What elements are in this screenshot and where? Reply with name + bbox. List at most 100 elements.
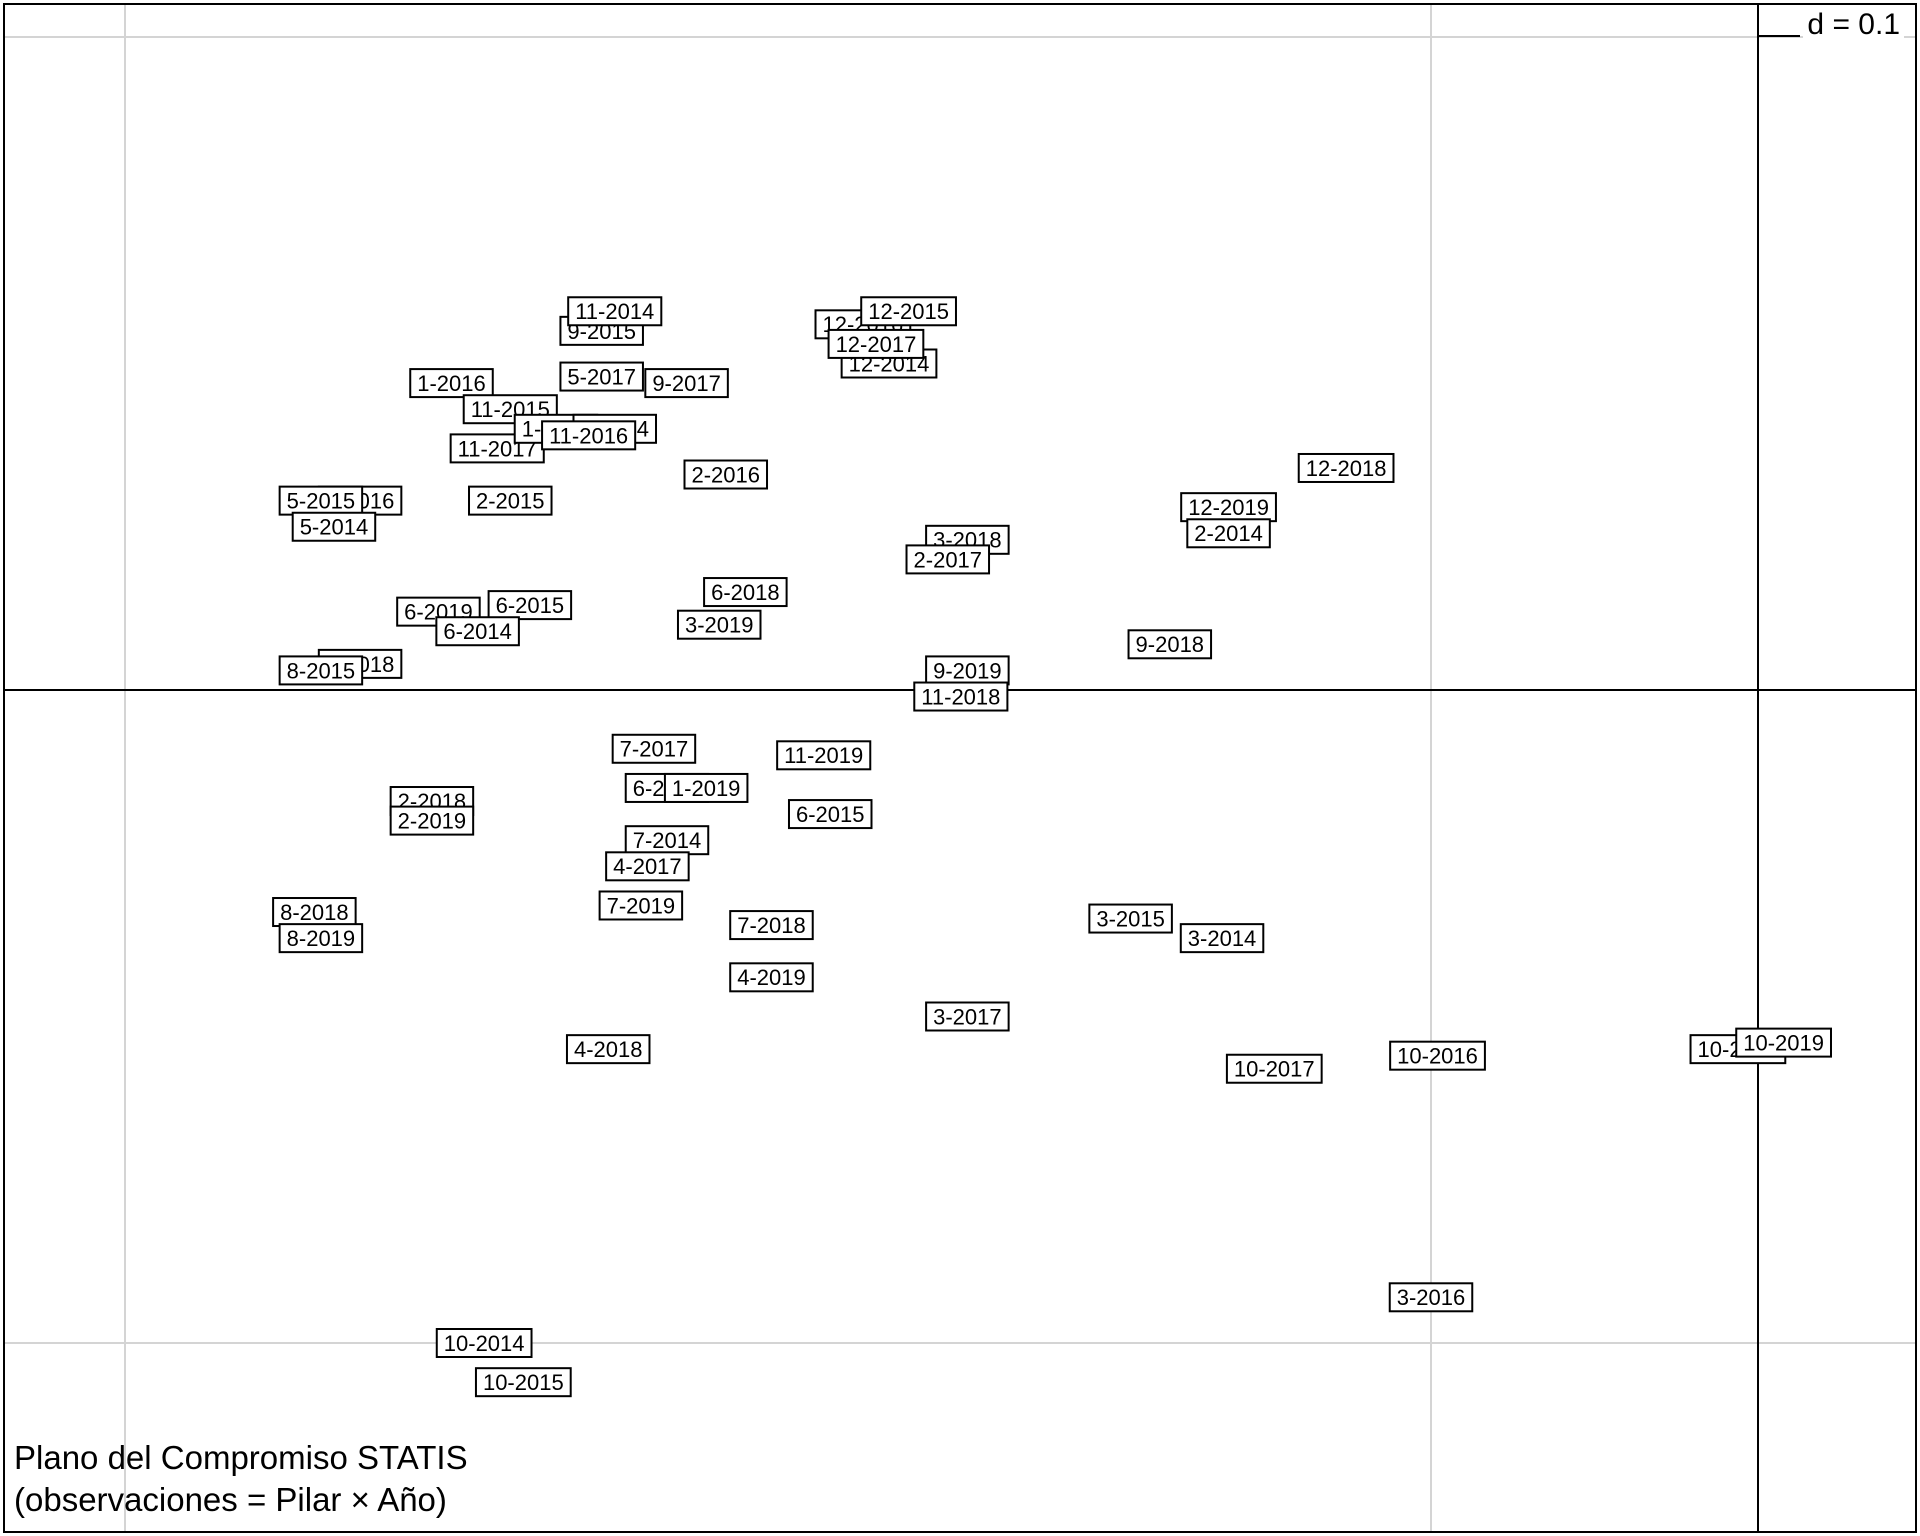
point-label-text: 6-2018	[711, 580, 780, 605]
observation-label: 12-2019	[1180, 492, 1277, 523]
observation-label: 11-2014	[567, 296, 663, 327]
point-label-text: 8-2018	[280, 900, 349, 925]
point-label-text: 3-2016	[1397, 1285, 1466, 1310]
observation-label: 10-2014	[435, 1328, 533, 1358]
point-label-text: 1-2019	[672, 776, 741, 801]
point-label-text: 12-2017	[836, 332, 917, 357]
observation-label: 11-2016	[541, 420, 637, 451]
label-box	[611, 733, 697, 764]
label-box	[860, 296, 957, 327]
label-box	[1088, 903, 1173, 934]
point-label-text: 4-2017	[613, 854, 682, 879]
observation-label: 9-2018	[1127, 629, 1213, 660]
label-box	[827, 328, 925, 359]
label-box	[291, 511, 377, 542]
observation-label: 3-2016	[1388, 1282, 1474, 1313]
label-box	[644, 368, 729, 399]
observation-label: 5-2014	[291, 511, 377, 542]
point-label-text: 10-2014	[444, 1331, 525, 1356]
label-box	[703, 577, 788, 608]
observation-label: 4-2018	[565, 1034, 651, 1065]
observation-label: 1-2019	[663, 772, 749, 803]
point-label-text: 8-2019	[287, 926, 356, 951]
observation-label: 8-2019	[278, 923, 364, 954]
observation-label: 3-2015	[1088, 903, 1173, 934]
label-box	[435, 1328, 533, 1358]
point-label-text: 3-2014	[1188, 926, 1257, 951]
observation-label: 10-2019	[1735, 1027, 1832, 1058]
point-label-text: 3-2015	[1096, 906, 1165, 931]
observation-label: 9-2019	[925, 655, 1010, 686]
point-label-text: 11-2014	[575, 299, 654, 324]
observation-label: 4-2017	[605, 851, 690, 882]
label-box	[787, 799, 873, 830]
point-label-text: 7-2017	[620, 737, 689, 762]
point-label-text: 7-2014	[633, 828, 702, 853]
label-box	[435, 616, 520, 647]
label-box	[1388, 1282, 1474, 1313]
label-box	[1297, 452, 1395, 483]
point-label-text: 2-2014	[1194, 521, 1263, 546]
observation-label: 6-2015	[787, 799, 873, 830]
label-box	[1186, 518, 1271, 549]
observation-label: 10-2015	[474, 1367, 572, 1398]
label-box	[925, 1001, 1010, 1032]
label-box	[1225, 1053, 1323, 1084]
observation-label: 11-2019	[776, 740, 872, 771]
label-box	[278, 923, 364, 954]
observation-label: 3-2019	[676, 609, 762, 640]
point-label-text: 5-2014	[300, 515, 369, 540]
point-label-text: 11-2018	[921, 684, 1000, 709]
label-box	[1127, 629, 1213, 660]
observation-label: 4-2019	[729, 962, 814, 993]
label-box	[1389, 1040, 1486, 1071]
point-label-text: 10-2019	[1743, 1031, 1824, 1056]
observation-label: 7-2018	[729, 910, 814, 941]
point-label-text: 2-2015	[476, 489, 545, 514]
point-label-text: 6-2015	[496, 593, 565, 618]
point-label-text: 7-2019	[607, 893, 676, 918]
observation-label: 7-2017	[611, 733, 697, 764]
observation-label: 2-2014	[1186, 518, 1271, 549]
observation-label: 12-2018	[1297, 452, 1395, 483]
label-box	[567, 296, 663, 327]
observation-label: 6-2015	[487, 590, 573, 621]
plot-frame	[3, 3, 1917, 1533]
observation-label: 2-2015	[468, 485, 553, 516]
label-box	[541, 420, 637, 451]
point-label-text: 9-2018	[1136, 632, 1205, 657]
observation-label: 12-2017	[827, 328, 925, 359]
label-box	[729, 962, 814, 993]
observation-label: 3-2017	[925, 1001, 1010, 1032]
point-label-text: 2-2016	[692, 462, 761, 487]
point-label-text: 11-2019	[784, 743, 863, 768]
label-box	[913, 681, 1009, 712]
caption-line-1: Plano del Compromiso STATIS	[14, 1439, 468, 1476]
point-label-text: 8-2015	[287, 658, 356, 683]
label-box	[605, 851, 690, 882]
observation-label: 2-2017	[905, 544, 991, 575]
label-box	[624, 825, 710, 856]
observation-label: 1-2016	[409, 368, 494, 399]
observation-label: 9-2017	[644, 368, 729, 399]
point-label-text: 11-2016	[549, 423, 628, 448]
label-box	[389, 805, 475, 836]
label-box	[663, 772, 749, 803]
point-label-text: 4-2019	[737, 965, 806, 990]
label-box	[409, 368, 494, 399]
label-box	[565, 1034, 651, 1065]
point-label-text: 9-2017	[652, 371, 721, 396]
point-label-text: 5-2017	[567, 364, 636, 389]
observation-label: 2-2019	[389, 805, 475, 836]
label-box	[683, 459, 769, 490]
observation-label: 6-2014	[435, 616, 520, 647]
point-label-text: 10-2016	[1397, 1044, 1478, 1069]
point-label-text: 7-2018	[737, 913, 806, 938]
point-label-text: 4-2018	[574, 1037, 643, 1062]
observation-label: 10-2016	[1389, 1040, 1486, 1071]
observation-label: 2-2016	[683, 459, 769, 490]
point-label-text: 12-2015	[868, 299, 949, 324]
observation-label: 5-2015	[278, 485, 364, 516]
observation-label: 12-2015	[860, 296, 957, 327]
point-label-text: 12-2019	[1188, 495, 1269, 520]
